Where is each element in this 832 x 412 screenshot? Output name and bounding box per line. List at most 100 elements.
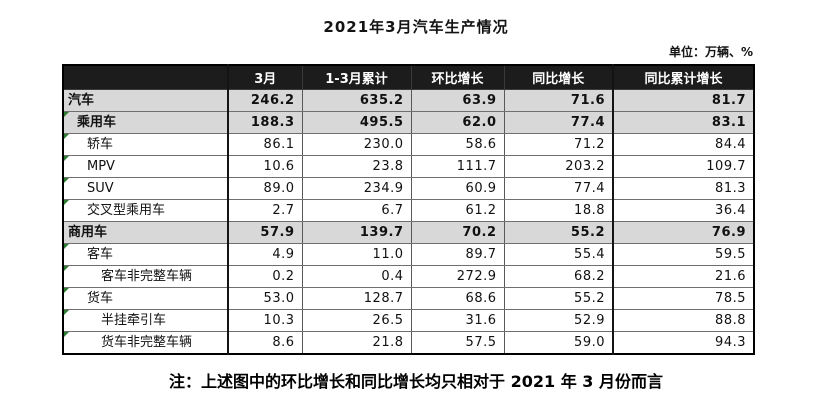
row-label: 商用车 bbox=[62, 220, 229, 244]
cell-flag-icon bbox=[64, 112, 69, 117]
cell-march: 10.3 bbox=[227, 308, 303, 332]
table-row-bus-incomplete: 客车非完整车辆 0.2 0.4 272.9 68.2 21.6 bbox=[62, 264, 755, 288]
cell-march: 4.9 bbox=[227, 242, 303, 266]
footnote: 注：上述图中的环比增长和同比增长均只相对于 2021 年 3 月份而言 bbox=[169, 372, 663, 391]
page-title: 2021年3月汽车生产情况 bbox=[323, 18, 509, 36]
cell-yoy-cum-growth: 21.6 bbox=[612, 264, 755, 288]
cell-flag-icon bbox=[64, 266, 69, 271]
table-row-passenger: 乘用车 188.3 495.5 62.0 77.4 83.1 bbox=[62, 110, 755, 134]
cell-mom-growth: 60.9 bbox=[410, 176, 505, 200]
cell-flag-icon bbox=[64, 331, 69, 337]
cell-yoy-cum-growth: 83.1 bbox=[612, 110, 755, 134]
cell-cumulative: 495.5 bbox=[301, 110, 412, 134]
cell-cumulative: 0.4 bbox=[301, 264, 412, 288]
row-label: 客车 bbox=[62, 242, 229, 266]
cell-mom-growth: 111.7 bbox=[410, 154, 505, 178]
table-row-suv: SUV 89.0 234.9 60.9 77.4 81.3 bbox=[62, 176, 755, 200]
cell-march: 57.9 bbox=[227, 220, 303, 244]
cell-cumulative: 234.9 bbox=[301, 176, 412, 200]
cell-cumulative: 21.8 bbox=[301, 330, 412, 354]
row-label: 货车非完整车辆 bbox=[62, 330, 229, 354]
cell-yoy-growth: 52.9 bbox=[503, 308, 614, 332]
cell-flag-icon bbox=[64, 134, 69, 139]
row-label: MPV bbox=[62, 154, 229, 178]
cell-march: 86.1 bbox=[227, 132, 303, 156]
table-row-commercial: 商用车 57.9 139.7 70.2 55.2 76.9 bbox=[62, 220, 755, 244]
cell-march: 188.3 bbox=[227, 110, 303, 134]
cell-march: 246.2 bbox=[227, 88, 303, 112]
cell-yoy-cum-growth: 109.7 bbox=[612, 154, 755, 178]
table-row-truck-incomplete: 货车非完整车辆 8.6 21.8 57.5 59.0 94.3 bbox=[62, 330, 755, 354]
cell-cumulative: 23.8 bbox=[301, 154, 412, 178]
cell-yoy-cum-growth: 78.5 bbox=[612, 286, 755, 310]
table-row-sedan: 轿车 86.1 230.0 58.6 71.2 84.4 bbox=[62, 132, 755, 156]
cell-mom-growth: 57.5 bbox=[410, 330, 505, 354]
row-label: SUV bbox=[62, 176, 229, 200]
col-header-yoy-cumulative-growth: 同比累计增长 bbox=[612, 64, 755, 90]
cell-march: 0.2 bbox=[227, 264, 303, 288]
col-header-jan-mar-cumulative: 1-3月累计 bbox=[301, 64, 412, 90]
unit-note: 单位：万辆、% bbox=[668, 45, 753, 59]
cell-march: 2.7 bbox=[227, 198, 303, 222]
cell-mom-growth: 63.9 bbox=[410, 88, 505, 112]
cell-yoy-cum-growth: 36.4 bbox=[612, 198, 755, 222]
table-row-semi-trailer: 半挂牵引车 10.3 26.5 31.6 52.9 88.8 bbox=[62, 308, 755, 332]
cell-yoy-cum-growth: 81.3 bbox=[612, 176, 755, 200]
cell-yoy-growth: 68.2 bbox=[503, 264, 614, 288]
cell-yoy-growth: 55.4 bbox=[503, 242, 614, 266]
cell-yoy-cum-growth: 84.4 bbox=[612, 132, 755, 156]
row-label: 半挂牵引车 bbox=[62, 308, 229, 332]
cell-flag-icon bbox=[64, 310, 69, 315]
cell-mom-growth: 31.6 bbox=[410, 308, 505, 332]
cell-yoy-cum-growth: 76.9 bbox=[612, 220, 755, 244]
row-label-text: 货车 bbox=[87, 290, 114, 306]
row-label: 乘用车 bbox=[62, 110, 229, 134]
cell-cumulative: 26.5 bbox=[301, 308, 412, 332]
cell-mom-growth: 89.7 bbox=[410, 242, 505, 266]
cell-yoy-growth: 71.6 bbox=[503, 88, 614, 112]
cell-yoy-growth: 55.2 bbox=[503, 286, 614, 310]
col-header-category bbox=[62, 64, 229, 90]
cell-yoy-cum-growth: 88.8 bbox=[612, 308, 755, 332]
cell-cumulative: 139.7 bbox=[301, 220, 412, 244]
cell-yoy-cum-growth: 81.7 bbox=[612, 88, 755, 112]
cell-flag-icon bbox=[64, 178, 69, 183]
table-row-truck: 货车 53.0 128.7 68.6 55.2 78.5 bbox=[62, 286, 755, 310]
row-label-text: 客车 bbox=[87, 246, 114, 262]
table-row-auto: 汽车 246.2 635.2 63.9 71.6 81.7 bbox=[62, 88, 755, 112]
cell-yoy-growth: 71.2 bbox=[503, 132, 614, 156]
cell-yoy-growth: 77.4 bbox=[503, 110, 614, 134]
cell-cumulative: 635.2 bbox=[301, 88, 412, 112]
cell-yoy-cum-growth: 94.3 bbox=[612, 330, 755, 354]
cell-march: 10.6 bbox=[227, 154, 303, 178]
cell-cumulative: 6.7 bbox=[301, 198, 412, 222]
cell-march: 8.6 bbox=[227, 330, 303, 354]
row-label: 客车非完整车辆 bbox=[62, 264, 229, 288]
row-label-text: 交叉型乘用车 bbox=[87, 202, 166, 218]
table-row-crossover: 交叉型乘用车 2.7 6.7 61.2 18.8 36.4 bbox=[62, 198, 755, 222]
cell-flag-icon bbox=[64, 288, 69, 293]
cell-mom-growth: 62.0 bbox=[410, 110, 505, 134]
table-row-mpv: MPV 10.6 23.8 111.7 203.2 109.7 bbox=[62, 154, 755, 178]
cell-flag-icon bbox=[64, 200, 69, 205]
cell-cumulative: 11.0 bbox=[301, 242, 412, 266]
cell-yoy-growth: 55.2 bbox=[503, 220, 614, 244]
cell-yoy-growth: 59.0 bbox=[503, 330, 614, 354]
cell-mom-growth: 70.2 bbox=[410, 220, 505, 244]
cell-mom-growth: 272.9 bbox=[410, 264, 505, 288]
cell-yoy-growth: 203.2 bbox=[503, 154, 614, 178]
cell-flag-icon bbox=[64, 244, 69, 249]
cell-flag-icon bbox=[64, 156, 69, 161]
col-header-march: 3月 bbox=[227, 64, 303, 90]
row-label: 交叉型乘用车 bbox=[62, 198, 229, 222]
row-label-text: 客车非完整车辆 bbox=[101, 268, 193, 284]
row-label-text: 半挂牵引车 bbox=[101, 312, 167, 328]
cell-march: 53.0 bbox=[227, 286, 303, 310]
cell-yoy-growth: 77.4 bbox=[503, 176, 614, 200]
cell-march: 89.0 bbox=[227, 176, 303, 200]
row-label: 汽车 bbox=[62, 88, 229, 112]
cell-mom-growth: 61.2 bbox=[410, 198, 505, 222]
col-header-yoy-growth: 同比增长 bbox=[503, 64, 614, 90]
row-label-text: 乘用车 bbox=[77, 114, 117, 130]
